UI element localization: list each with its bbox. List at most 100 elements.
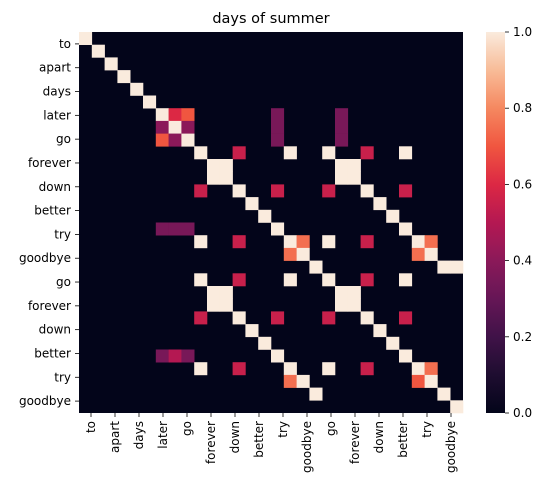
chart-title: days of summer [212,11,329,27]
heatmap-cell [424,374,438,388]
heatmap-cell [347,159,361,172]
heatmap-cell [424,247,438,261]
heatmap-cell [155,120,169,134]
heatmap-cell [386,336,400,350]
heatmap-cell [360,362,374,376]
heatmap-cell [411,247,425,261]
heatmap-cell [271,108,285,122]
heatmap-cell [424,362,438,376]
y-tick-label: later [43,108,71,122]
x-tick-label: to [84,421,98,433]
heatmap-cell [232,362,246,376]
heatmap-cell [232,273,246,287]
heatmap-cell [181,108,195,122]
heatmap-cell [271,184,285,198]
colorbar-tick-label: 0.4 [513,254,532,268]
heatmap-cell [168,108,182,122]
heatmap-cell [360,311,374,325]
heatmap-cell [194,362,208,376]
heatmap-cell [194,273,208,287]
colorbar-tick-label: 0.6 [513,177,532,191]
heatmap-cell [245,197,259,211]
heatmap-cell [335,298,349,312]
colorbar-tick-labels: 0.0 0.2 0.4 0.6 0.8 1.0 [505,25,532,420]
heatmap-cell [168,222,182,236]
heatmap-cell [335,133,349,147]
heatmap-cell [322,235,336,249]
heatmap-cell [181,133,195,147]
heatmap-cell [232,184,246,198]
y-tick-labels: to apart days later go forever down better try go… [19,37,79,408]
x-tick-label: go [180,421,194,436]
colorbar-tick-label: 0.2 [513,330,532,344]
heatmap-cell [360,146,374,160]
y-tick-label: forever [28,299,71,313]
heatmap-cells [79,32,464,414]
heatmap-cell [347,286,361,299]
heatmap-cell [399,311,413,325]
x-tick-label: better [252,421,266,458]
heatmap-cell [194,311,208,325]
heatmap-cell [181,349,195,363]
heatmap-cell [155,108,169,122]
heatmap-cell [360,184,374,198]
heatmap-cell [271,120,285,134]
heatmap-cell [347,298,361,312]
heatmap-cell [450,400,464,414]
heatmap-cell [335,159,349,172]
y-tick-label: apart [39,61,71,75]
heatmap-cell [322,311,336,325]
heatmap-cell [283,247,297,261]
x-tick-label: goodbye [444,421,458,473]
x-tick-label: apart [108,421,122,453]
heatmap-cell [155,222,169,236]
heatmap-cell [335,108,349,122]
x-tick-label: try [420,421,434,438]
heatmap-cell [271,311,285,325]
heatmap-cell [181,120,195,134]
heatmap-cell [296,374,310,388]
heatmap-cell [219,286,233,299]
y-tick-label: try [54,370,71,384]
heatmap-cell [91,44,105,58]
heatmap-cell [271,222,285,236]
heatmap-cell [207,159,221,172]
colorbar-tick-label: 0.0 [513,406,532,420]
y-tick-label: better [34,346,71,360]
heatmap-cell [155,349,169,363]
heatmap-cell [207,298,221,312]
heatmap-cell [283,374,297,388]
x-tick-label: goodbye [300,421,314,473]
heatmap-cell [322,146,336,160]
heatmap-cell [437,260,451,274]
heatmap-cell [399,349,413,363]
y-tick-label: days [43,85,71,99]
y-tick-label: down [39,323,71,337]
heatmap-cell [194,184,208,198]
y-tick-label: goodbye [19,394,71,408]
heatmap-cell [296,247,310,261]
heatmap-cell [283,146,297,160]
heatmap-cell [411,235,425,249]
heatmap-cell [130,82,144,96]
heatmap-cell [181,222,195,236]
heatmap-cell [373,197,387,211]
heatmap-cell [207,286,221,299]
x-tick-label: down [228,421,242,453]
x-tick-label: down [372,421,386,453]
heatmap-cell [386,209,400,223]
heatmap-cell [207,171,221,185]
heatmap-cell [347,171,361,185]
heatmap-cell [283,362,297,376]
heatmap-cell [399,184,413,198]
heatmap-cell [219,159,233,172]
y-tick-label: go [56,132,71,146]
y-tick-label: down [39,180,71,194]
heatmap-cell [309,387,323,401]
colorbar-tick-label: 1.0 [513,25,532,39]
heatmap-cell [143,95,157,109]
heatmap-cell [322,273,336,287]
heatmap-cell [258,336,272,350]
heatmap-cell [450,260,464,274]
